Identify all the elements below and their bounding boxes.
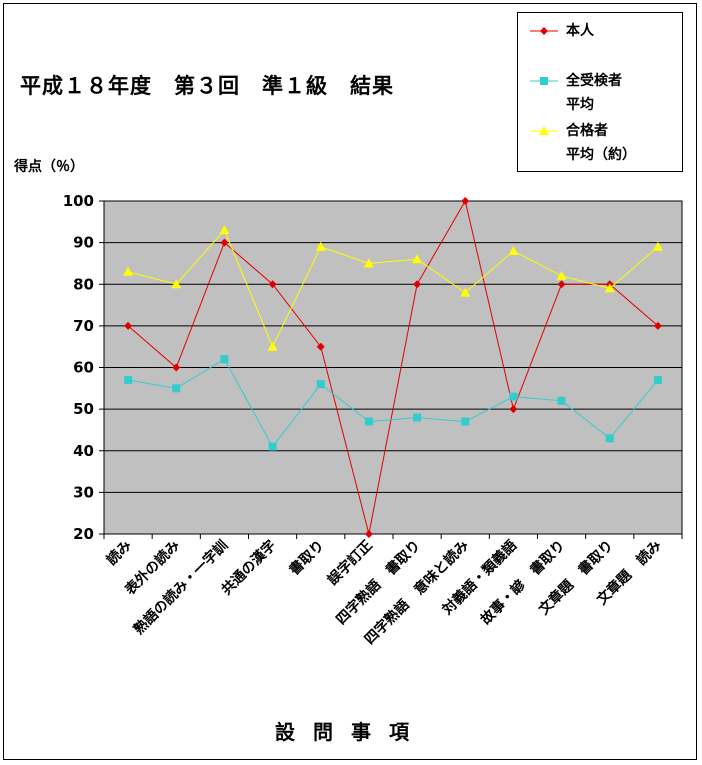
y-tick-label: 60 (73, 359, 94, 377)
y-axis-label: 得点（％） (14, 159, 84, 175)
legend-swatch-pass-average (530, 126, 558, 135)
series-line (127, 229, 659, 348)
x-axis-label: 設問事項 (275, 720, 427, 744)
legend-label-all-average-1: 全受検者 (566, 73, 622, 89)
x-category-label: 四字熟語 書取り (333, 537, 424, 628)
series-1 (124, 355, 662, 451)
x-category-label: 読み (103, 537, 135, 569)
data-point (461, 417, 470, 426)
data-point (220, 355, 229, 364)
y-axis-ticks: 20 30 40 50 60 70 80 90 100 (63, 192, 104, 543)
y-tick-label: 40 (73, 442, 94, 460)
data-point (268, 442, 277, 451)
y-tick-label: 70 (73, 317, 94, 335)
data-point (413, 280, 422, 289)
data-point (124, 321, 133, 330)
data-point (653, 321, 662, 330)
data-point (316, 342, 325, 351)
x-category-label: 故事・諺 書取り (477, 537, 568, 628)
data-point (652, 241, 663, 251)
data-point (363, 258, 374, 268)
data-point (364, 417, 373, 426)
data-point (413, 413, 422, 422)
data-point (604, 283, 615, 293)
data-point (219, 225, 230, 235)
data-point (653, 375, 662, 384)
data-point (412, 254, 423, 264)
legend-swatch-self (530, 27, 558, 35)
legend-label-self: 本人 (566, 23, 594, 39)
series-2 (123, 225, 663, 351)
data-point (605, 434, 614, 443)
data-point (557, 396, 566, 405)
series-line (127, 358, 659, 448)
series-line (127, 199, 659, 535)
data-point (460, 287, 471, 297)
data-point (315, 241, 326, 251)
data-point (172, 384, 181, 393)
y-tick-label: 20 (73, 525, 94, 543)
data-point (172, 363, 181, 372)
chart-title: 平成１８年度 第３回 準１級 結果 (20, 74, 394, 98)
y-tick-label: 80 (73, 275, 94, 293)
legend-label-all-average-2: 平均 (566, 97, 594, 113)
legend: 本人 全受検者 平均 合格者 平均（約） (517, 12, 683, 172)
y-tick-label: 50 (73, 400, 94, 418)
data-point (123, 266, 134, 276)
data-point (509, 405, 518, 414)
legend-label-pass-average-1: 合格者 (566, 123, 608, 139)
y-tick-label: 90 (73, 234, 94, 252)
data-point (557, 280, 566, 289)
data-point (509, 392, 518, 401)
legend-swatch-all-average (530, 77, 558, 85)
y-tick-label: 100 (63, 192, 94, 210)
data-point (556, 270, 567, 280)
data-point (316, 380, 325, 389)
data-point (461, 197, 470, 205)
series-lines (123, 197, 663, 538)
x-category-label: 誤字訂正 (324, 537, 376, 589)
data-point (220, 238, 229, 247)
y-tick-label: 30 (73, 483, 94, 501)
data-point (124, 375, 133, 384)
legend-label-pass-average-2: 平均（約） (566, 147, 636, 163)
series-0 (124, 197, 662, 538)
x-category-label: 熟語の読み・一字訓 (130, 537, 231, 638)
data-point (508, 245, 519, 255)
data-point (268, 280, 277, 289)
x-category-label: 書取り (286, 537, 328, 579)
data-point (171, 279, 182, 289)
data-point (364, 530, 373, 538)
data-point (267, 341, 278, 351)
